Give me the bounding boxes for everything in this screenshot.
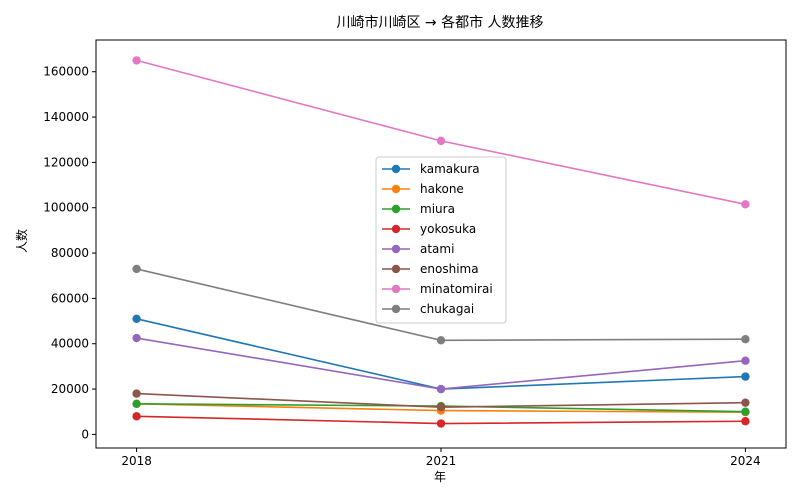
y-tick-label: 0 bbox=[81, 427, 89, 441]
legend-label-enoshima: enoshima bbox=[420, 262, 479, 276]
data-point-kamakura bbox=[741, 372, 750, 381]
legend-marker-atami bbox=[391, 244, 401, 254]
data-point-atami bbox=[741, 356, 750, 365]
x-axis-label: 年 bbox=[434, 470, 446, 484]
y-tick-label: 100000 bbox=[43, 201, 89, 215]
legend-marker-enoshima bbox=[391, 264, 401, 274]
data-point-minatomirai bbox=[741, 200, 750, 209]
legend-box bbox=[375, 156, 507, 324]
y-tick-label: 80000 bbox=[51, 246, 89, 260]
legend-marker-minatomirai bbox=[391, 284, 401, 294]
y-tick-label: 60000 bbox=[51, 291, 89, 305]
data-point-kamakura bbox=[132, 314, 141, 323]
legend-label-yokosuka: yokosuka bbox=[420, 222, 476, 236]
legend-marker-hakone bbox=[391, 184, 401, 194]
data-point-yokosuka bbox=[741, 417, 750, 426]
legend-marker-kamakura bbox=[391, 164, 401, 174]
data-point-chukagai bbox=[741, 335, 750, 344]
data-point-enoshima bbox=[741, 398, 750, 407]
legend-label-chukagai: chukagai bbox=[420, 302, 474, 316]
legend-label-minatomirai: minatomirai bbox=[420, 282, 493, 296]
legend-label-kamakura: kamakura bbox=[420, 162, 480, 176]
data-point-enoshima bbox=[436, 403, 446, 412]
legend-label-hakone: hakone bbox=[420, 182, 464, 196]
y-tick-label: 40000 bbox=[51, 337, 89, 351]
data-point-minatomirai bbox=[132, 56, 141, 65]
legend-label-miura: miura bbox=[420, 202, 455, 216]
data-point-atami bbox=[132, 333, 141, 343]
y-tick-label: 160000 bbox=[43, 65, 89, 79]
legend-marker-chukagai bbox=[391, 304, 401, 314]
legend-marker-miura bbox=[391, 204, 401, 214]
data-point-atami bbox=[436, 384, 446, 394]
y-tick-label: 140000 bbox=[43, 110, 89, 124]
x-tick-label: 2024 bbox=[730, 454, 761, 468]
data-point-yokosuka bbox=[436, 419, 446, 428]
x-tick-label: 2021 bbox=[426, 454, 457, 468]
plot-area: 0 20000 40000 60000 80000 100000 120000 140000 1… bbox=[43, 39, 787, 468]
series-line-atami bbox=[136, 337, 746, 390]
data-point-yokosuka bbox=[132, 412, 141, 421]
legend-label-atami: atami bbox=[420, 242, 454, 256]
legend: kamakura hakone miura yokosuka atami enoshima… bbox=[375, 156, 507, 324]
data-point-enoshima bbox=[132, 389, 141, 398]
chart-title: 川崎市川崎区 → 各都市 人数推移 bbox=[336, 14, 543, 31]
data-point-minatomirai bbox=[436, 136, 446, 146]
data-point-chukagai bbox=[436, 336, 446, 345]
data-point-chukagai bbox=[132, 264, 141, 274]
y-tick-label: 20000 bbox=[51, 382, 89, 396]
y-tick-label: 120000 bbox=[43, 155, 89, 169]
legend-marker-yokosuka bbox=[391, 224, 401, 234]
data-point-miura bbox=[741, 407, 750, 416]
x-tick-label: 2018 bbox=[121, 454, 152, 468]
y-axis-label: 人数 bbox=[14, 229, 29, 253]
data-point-miura bbox=[132, 399, 141, 408]
